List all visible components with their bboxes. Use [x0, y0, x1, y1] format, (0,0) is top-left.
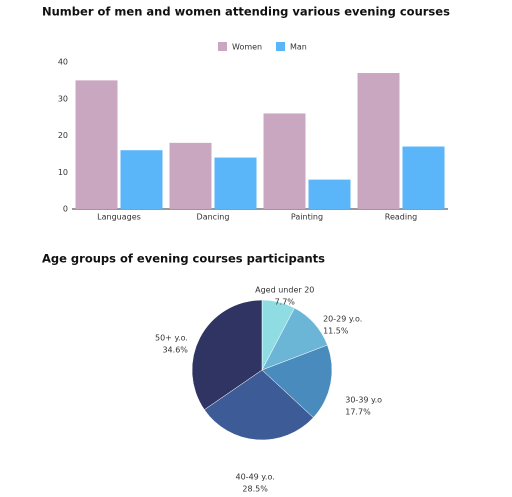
legend-label: Women — [232, 43, 262, 52]
bar — [402, 146, 445, 209]
pie-chart-title: Age groups of evening courses participan… — [42, 252, 325, 266]
pie-value-label: 17.7% — [345, 408, 371, 417]
pie-label: 30-39 y.o — [345, 396, 382, 405]
y-tick-label: 30 — [58, 94, 68, 103]
legend-swatch — [218, 42, 227, 51]
y-tick-label: 20 — [58, 131, 68, 140]
pie-slice — [261, 344, 333, 418]
x-tick-label: Reading — [385, 213, 417, 222]
pie-slice — [191, 299, 263, 411]
bar — [120, 150, 163, 209]
pie-value-label: 28.5% — [242, 484, 268, 493]
bar — [169, 142, 212, 209]
pie-label: 50+ y.o. — [155, 333, 188, 342]
legend-label: Man — [290, 43, 307, 52]
y-tick-label: 40 — [58, 58, 68, 67]
pie-label: Aged under 20 — [255, 285, 314, 294]
legend-swatch — [276, 42, 285, 51]
bar — [308, 179, 351, 209]
bar — [357, 73, 400, 210]
x-tick-label: Painting — [291, 213, 323, 222]
pie-label: 40-49 y.o. — [236, 472, 275, 481]
x-tick-label: Dancing — [197, 213, 230, 222]
bar — [263, 113, 306, 209]
pie-value-label: 7.7% — [275, 297, 296, 306]
x-tick-label: Languages — [97, 213, 141, 222]
pie-label: 20-29 y.o. — [323, 314, 362, 323]
bar-chart-title: Number of men and women attending variou… — [42, 5, 450, 19]
bar — [214, 157, 257, 209]
pie-value-label: 11.5% — [323, 326, 349, 335]
pie-value-label: 34.6% — [162, 345, 188, 354]
y-tick-label: 0 — [63, 205, 68, 214]
pie-slice — [204, 369, 314, 441]
y-tick-label: 10 — [58, 168, 68, 177]
bar — [75, 80, 118, 209]
